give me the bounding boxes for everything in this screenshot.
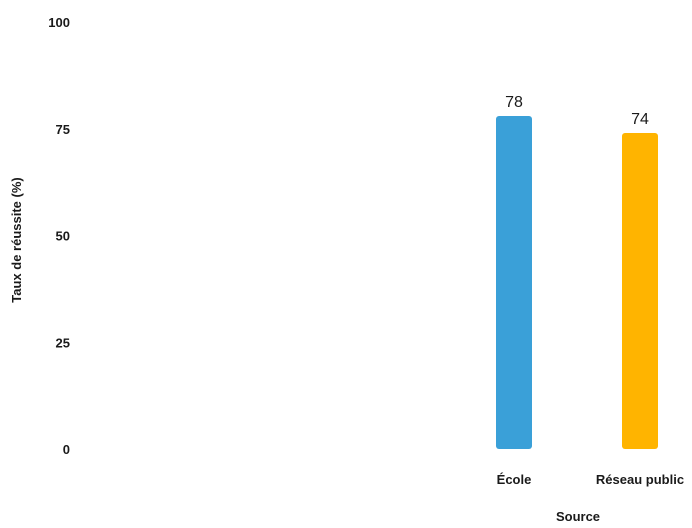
bar (622, 133, 658, 449)
x-axis-title: Source (556, 509, 600, 523)
bars-group: 78 74 (496, 94, 658, 449)
x-axis-labels: École Réseau public (497, 472, 684, 487)
bar (496, 115, 532, 449)
y-tick-label: 100 (48, 15, 70, 30)
y-tick-label: 0 (63, 442, 70, 457)
x-tick-label: Réseau public (596, 472, 684, 487)
y-tick-label: 50 (56, 229, 70, 244)
y-tick-label: 75 (56, 122, 70, 137)
y-tick-label: 25 (56, 335, 70, 350)
bar-value-label: 78 (505, 94, 523, 111)
y-axis-title: Taux de réussite (%) (9, 177, 24, 302)
y-axis-ticks: 0 25 50 75 100 (48, 15, 70, 457)
x-tick-label: École (497, 472, 532, 487)
bar-value-label: 74 (631, 111, 649, 128)
